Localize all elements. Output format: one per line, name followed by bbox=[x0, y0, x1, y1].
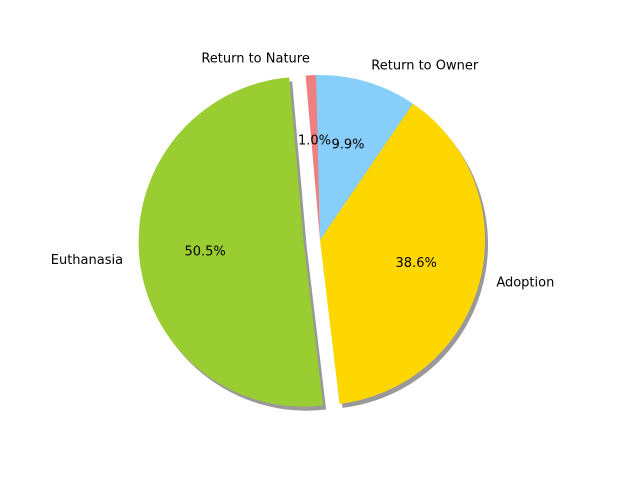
slice-pct-euthanasia: 50.5% bbox=[184, 244, 225, 259]
slice-pct-adoption: 38.6% bbox=[396, 256, 437, 271]
slice-label-return-to-nature: Return to Nature bbox=[201, 51, 310, 66]
slice-label-euthanasia: Euthanasia bbox=[51, 253, 123, 268]
slice-euthanasia bbox=[138, 77, 324, 407]
slice-return-to-owner bbox=[315, 75, 413, 240]
slice-pct-return-to-owner: 9.9% bbox=[331, 138, 364, 153]
slice-label-return-to-owner: Return to Owner bbox=[371, 58, 479, 73]
pie-slices bbox=[138, 75, 485, 407]
slice-label-adoption: Adoption bbox=[496, 276, 554, 291]
slice-return-to-nature bbox=[305, 75, 320, 240]
slice-adoption bbox=[320, 103, 485, 404]
slice-pct-return-to-nature: 1.0% bbox=[298, 134, 331, 149]
slice-labels: Euthanasia 50.5% Adoption 38.6% Return to Ow… bbox=[51, 51, 555, 290]
